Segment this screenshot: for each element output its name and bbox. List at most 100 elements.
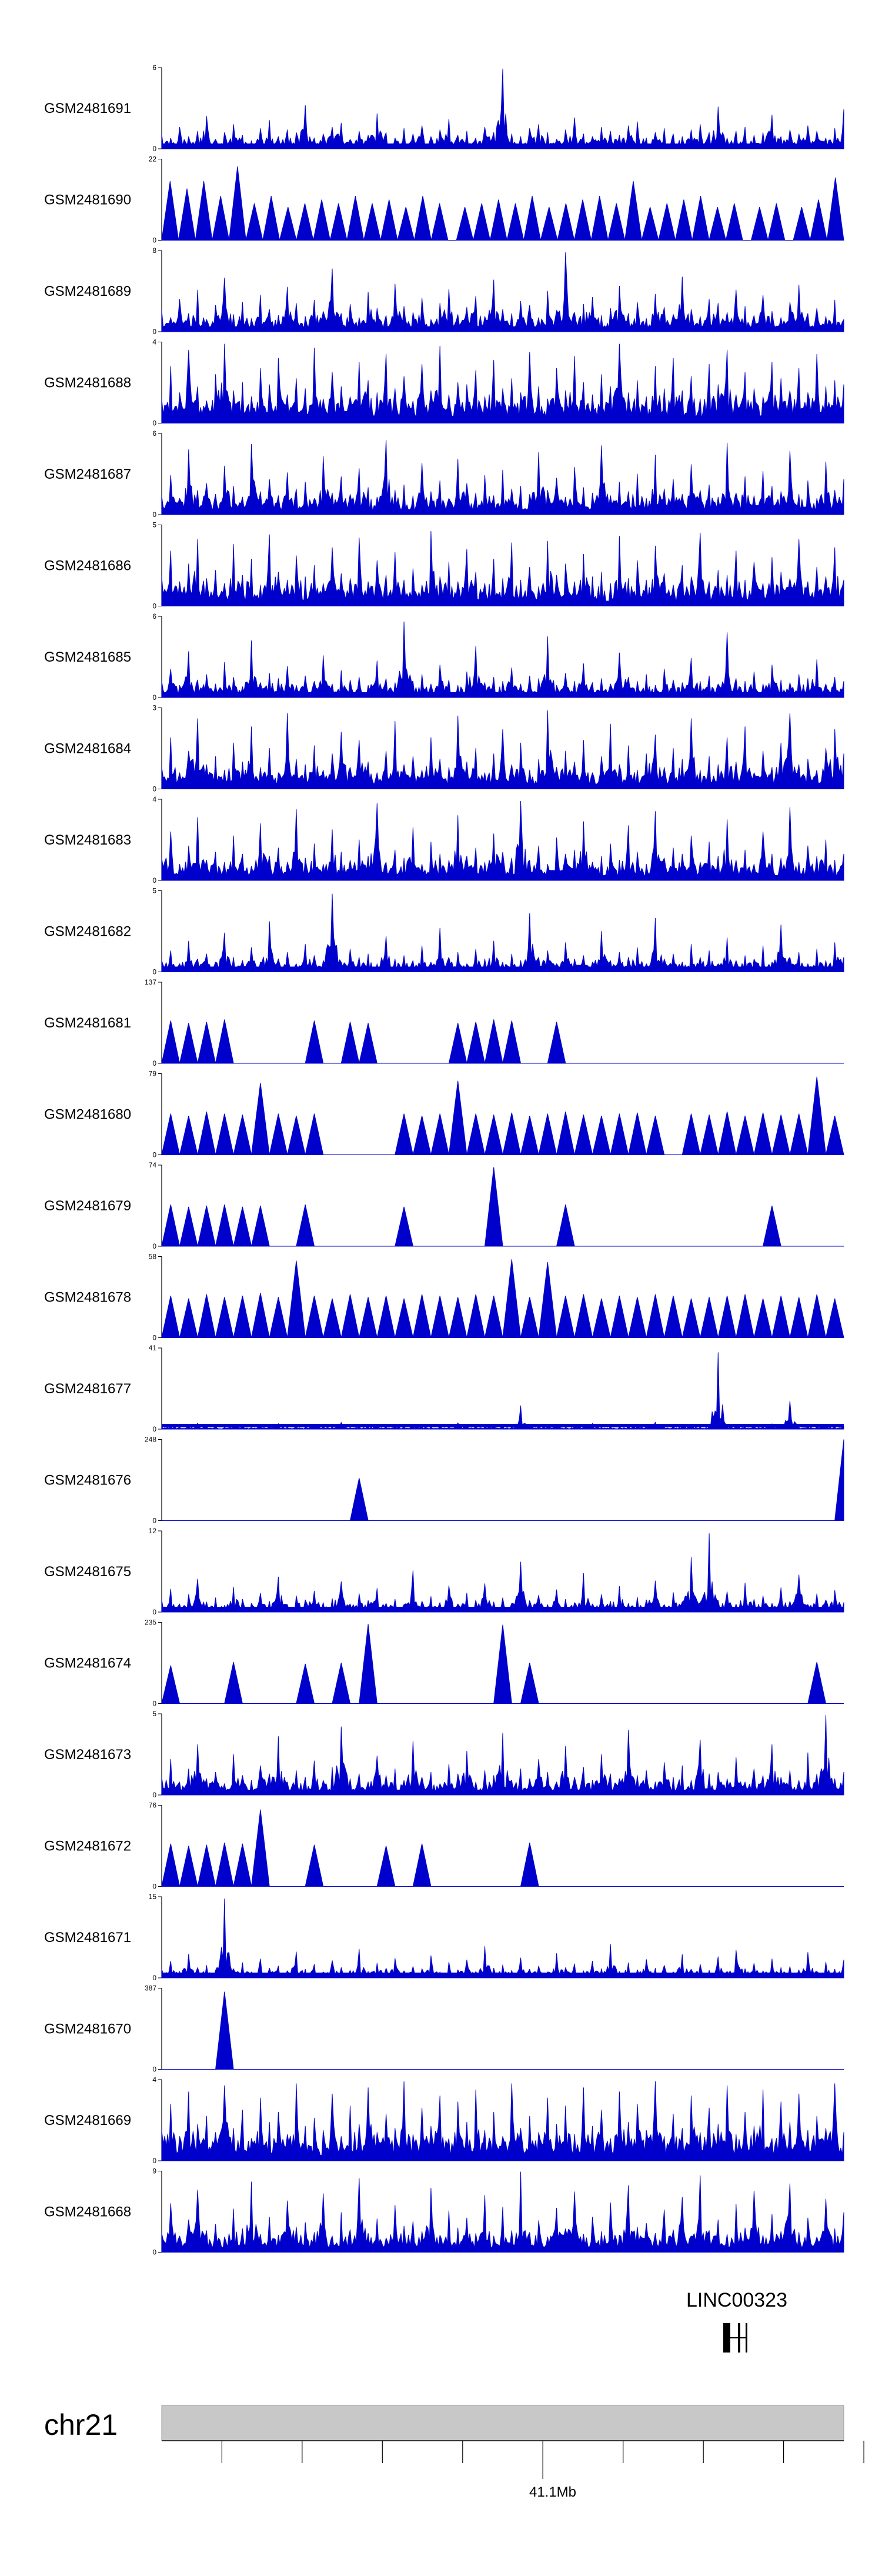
track-GSM2481688: GSM2481688 4 0 [44, 338, 844, 428]
track-GSM2481690: GSM2481690 22 0 [44, 155, 844, 245]
track-label: GSM2481687 [44, 466, 131, 482]
y-axis-max-label: 5 [152, 521, 156, 529]
y-axis-min-label: 0 [152, 693, 156, 702]
y-axis-max-label: 9 [152, 2167, 156, 2175]
signal-area [161, 531, 844, 606]
track-label: GSM2481690 [44, 192, 131, 208]
track-GSM2481674: GSM2481674 235 0 [44, 1619, 844, 1708]
y-axis-min-label: 0 [152, 876, 156, 885]
track-GSM2481686: GSM2481686 5 0 [44, 521, 844, 610]
track-GSM2481678: GSM2481678 58 0 [44, 1253, 844, 1342]
signal-area [161, 1898, 844, 1978]
track-label: GSM2481672 [44, 1838, 131, 1854]
signal-area [162, 1439, 844, 1521]
track-label: GSM2481670 [44, 2021, 131, 2037]
y-axis-min-label: 0 [152, 785, 156, 793]
y-axis-max-label: 58 [149, 1253, 157, 1261]
y-axis-min-label: 0 [152, 1608, 156, 1616]
track-label: GSM2481682 [44, 924, 131, 940]
signal-area [161, 1533, 844, 1613]
track-GSM2481683: GSM2481683 4 0 [44, 795, 844, 885]
signal-area [161, 801, 844, 881]
y-axis-min-label: 0 [152, 1974, 156, 1982]
y-axis-min-label: 0 [152, 1700, 156, 1708]
y-axis-max-label: 4 [152, 338, 156, 346]
y-axis-min-label: 0 [152, 1517, 156, 1525]
y-axis-min-label: 0 [152, 236, 156, 245]
y-axis-min-label: 0 [152, 1425, 156, 1433]
y-axis-min-label: 0 [152, 2248, 156, 2257]
y-axis-min-label: 0 [152, 419, 156, 428]
y-axis-max-label: 5 [152, 1710, 156, 1718]
y-axis-min-label: 0 [152, 968, 156, 976]
y-axis-max-label: 6 [152, 429, 156, 438]
track-label: GSM2481688 [44, 375, 131, 391]
y-axis-min-label: 0 [152, 510, 156, 519]
y-axis-max-label: 3 [152, 704, 156, 712]
y-axis-max-label: 137 [145, 978, 156, 986]
y-axis-max-label: 248 [145, 1436, 156, 1444]
signal-area [161, 1624, 844, 1704]
track-GSM2481677: GSM2481677 41 0 [44, 1344, 844, 1433]
track-label: GSM2481689 [44, 283, 131, 299]
track-GSM2481673: GSM2481673 5 0 [44, 1710, 844, 1799]
track-label: GSM2481680 [44, 1107, 131, 1123]
signal-area [162, 1991, 844, 2070]
y-axis-max-label: 22 [149, 155, 157, 163]
signal-area [161, 1352, 844, 1430]
y-axis-min-label: 0 [152, 1059, 156, 1067]
track-GSM2481685: GSM2481685 6 0 [44, 612, 844, 702]
y-axis-min-label: 0 [152, 1883, 156, 1891]
signal-area [161, 1715, 844, 1796]
gene-label: LINC00323 [686, 2289, 787, 2311]
track-GSM2481680: GSM2481680 79 0 [44, 1070, 844, 1159]
track-label: GSM2481677 [44, 1381, 131, 1397]
track-label: GSM2481691 [44, 101, 131, 116]
y-axis-min-label: 0 [152, 1242, 156, 1250]
y-axis-max-label: 6 [152, 64, 156, 72]
y-axis-min-label: 0 [152, 1334, 156, 1342]
track-GSM2481691: GSM2481691 6 0 [44, 64, 844, 153]
track-GSM2481670: GSM2481670 387 0 [44, 1984, 844, 2074]
y-axis-max-label: 387 [145, 1984, 156, 1993]
track-GSM2481669: GSM2481669 4 0 [44, 2076, 844, 2165]
signal-area [161, 440, 844, 515]
y-axis-max-label: 15 [149, 1893, 157, 1901]
signal-area [161, 1019, 844, 1064]
signal-area [161, 343, 844, 423]
track-GSM2481679: GSM2481679 74 0 [44, 1161, 844, 1250]
track-label: GSM2481679 [44, 1198, 131, 1214]
signal-area [161, 621, 844, 698]
signal-area [161, 710, 844, 789]
y-axis-min-label: 0 [152, 328, 156, 336]
data-tracks: GSM248169160GSM2481690220GSM248168980GSM… [44, 64, 844, 2257]
y-axis-max-label: 4 [152, 2076, 156, 2084]
y-axis-max-label: 8 [152, 246, 156, 255]
signal-area [161, 2081, 844, 2161]
y-axis-min-label: 0 [152, 1151, 156, 1159]
signal-area [161, 166, 844, 241]
chromosome-label: chr21 [44, 2408, 118, 2441]
track-label: GSM2481669 [44, 2113, 131, 2128]
y-axis-min-label: 0 [152, 602, 156, 610]
track-label: GSM2481673 [44, 1747, 131, 1763]
y-axis-min-label: 0 [152, 2157, 156, 2165]
y-axis-max-label: 74 [149, 1161, 157, 1169]
signal-area [161, 68, 844, 149]
y-axis-max-label: 235 [145, 1619, 156, 1627]
track-GSM2481676: GSM2481676 248 0 [44, 1436, 844, 1525]
track-GSM2481668: GSM2481668 9 0 [44, 2167, 844, 2257]
track-label: GSM2481668 [44, 2204, 131, 2220]
y-axis-min-label: 0 [152, 1791, 156, 1799]
track-label: GSM2481678 [44, 1290, 131, 1306]
chromosome-bar [161, 2405, 844, 2441]
y-axis-max-label: 41 [149, 1344, 157, 1352]
y-axis-max-label: 4 [152, 795, 156, 803]
genome-axis: 41.1Mb [162, 2440, 864, 2500]
signal-area [161, 1167, 844, 1247]
track-GSM2481687: GSM2481687 6 0 [44, 429, 844, 519]
signal-area [161, 1076, 844, 1155]
signal-area [161, 893, 844, 972]
track-GSM2481681: GSM2481681 137 0 [44, 978, 844, 1067]
